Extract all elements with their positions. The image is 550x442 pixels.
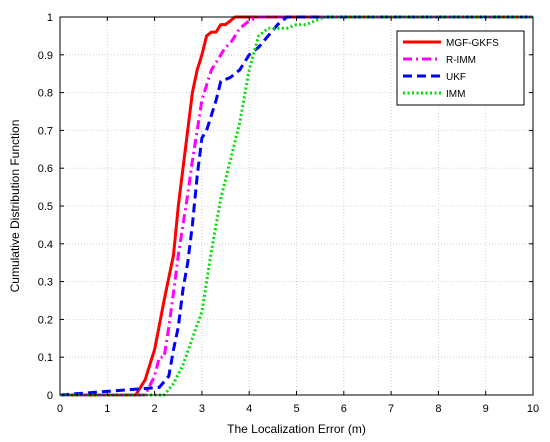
x-tick-label: 8 [435, 403, 441, 415]
series-line-imm [60, 15, 533, 397]
legend: MGF-GKFS R-IMM UKF IMM [396, 30, 525, 106]
x-tick-label: 1 [104, 403, 110, 415]
y-tick-label: 1 [47, 12, 53, 24]
y-tick-label: 0.3 [38, 277, 53, 289]
x-tick-label: 3 [199, 403, 205, 415]
x-tick-label: 6 [341, 403, 347, 415]
x-tick-label: 4 [246, 403, 252, 415]
y-tick-label: 0.9 [38, 50, 53, 62]
y-tick-label: 0 [47, 390, 53, 402]
legend-label-imm: IMM [446, 89, 465, 100]
series-line-mgf-gkfs [60, 15, 533, 397]
x-tick-label: 5 [293, 403, 299, 415]
legend-label-r-imm: R-IMM [446, 55, 476, 66]
grid-lines [60, 17, 533, 395]
y-tick-label: 0.7 [38, 125, 53, 137]
x-tick-label: 9 [483, 403, 489, 415]
legend-label-mgf-gkfs: MGF-GKFS [446, 38, 499, 49]
y-tick-label: 0.5 [38, 201, 53, 213]
x-axis-label: The Localization Error (m) [227, 422, 366, 436]
x-tick-label: 7 [388, 403, 394, 415]
y-axis-label: Cumulative Distribution Function [8, 120, 22, 293]
y-tick-label: 0.8 [38, 88, 53, 100]
x-tick-label: 10 [527, 403, 539, 415]
x-tick-label: 0 [57, 403, 63, 415]
y-tick-label: 0.6 [38, 163, 53, 175]
y-tick-label: 0.2 [38, 314, 53, 326]
series-lines [59, 15, 533, 397]
series-line-ukf [59, 15, 533, 397]
legend-label-ukf: UKF [446, 72, 466, 83]
axis-ticks: 0 1 2 3 4 5 6 7 8 9 10 0 0.1 0.2 0.3 0.4 0.5 0.6 0.7 0.8 0.9… [38, 12, 539, 415]
x-tick-label: 2 [152, 403, 158, 415]
y-tick-label: 0.1 [38, 352, 53, 364]
y-tick-label: 0.4 [38, 239, 53, 251]
